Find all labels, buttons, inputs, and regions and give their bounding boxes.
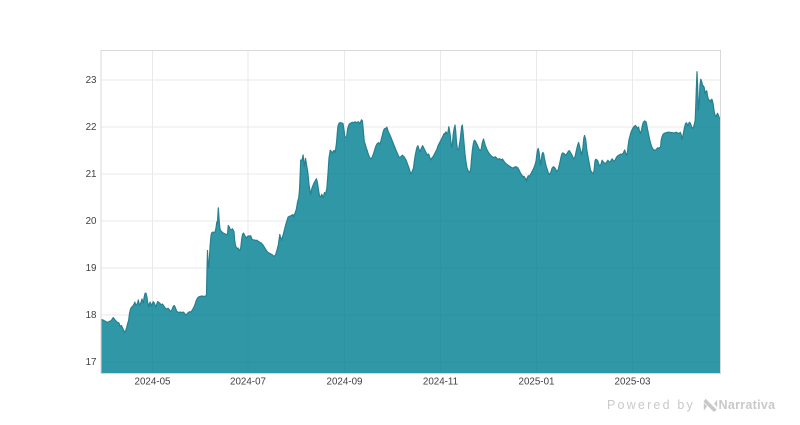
svg-text:17: 17 xyxy=(86,357,97,368)
svg-text:20: 20 xyxy=(86,216,97,227)
svg-text:2025-01: 2025-01 xyxy=(519,376,555,387)
svg-text:2025-03: 2025-03 xyxy=(615,376,652,387)
svg-text:2024-05: 2024-05 xyxy=(135,376,172,387)
svg-text:2024-11: 2024-11 xyxy=(423,376,458,387)
svg-text:Narrativa: Narrativa xyxy=(719,398,777,412)
svg-text:21: 21 xyxy=(86,169,97,180)
svg-text:19: 19 xyxy=(86,263,97,274)
svg-text:18: 18 xyxy=(86,310,97,321)
svg-text:22: 22 xyxy=(86,122,97,133)
svg-text:2024-07: 2024-07 xyxy=(230,376,266,387)
svg-text:23: 23 xyxy=(86,75,97,86)
svg-text:2024-09: 2024-09 xyxy=(327,376,363,387)
svg-text:Powered by: Powered by xyxy=(607,398,695,412)
